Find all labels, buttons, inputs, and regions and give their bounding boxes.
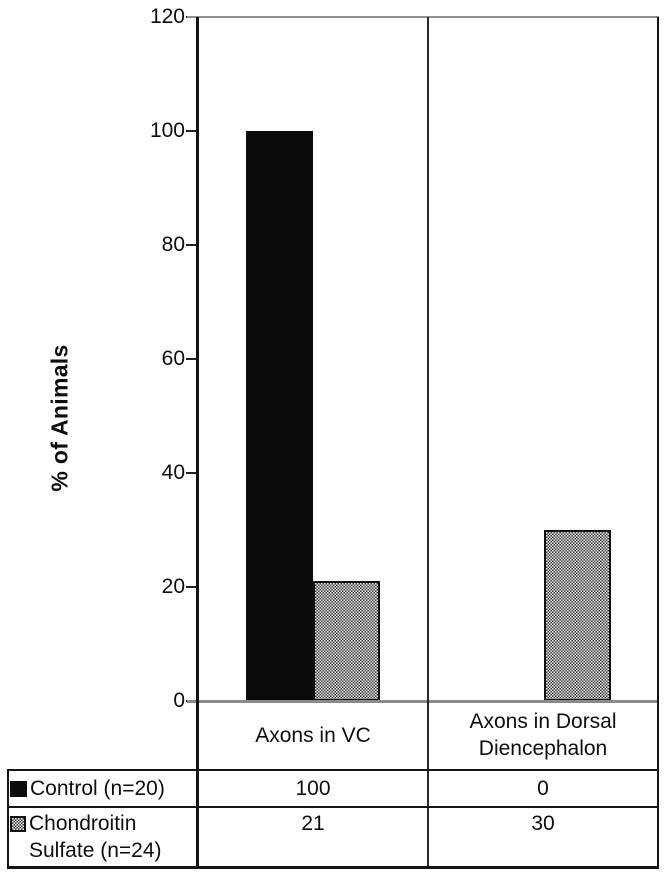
plot-right-border-line (657, 17, 659, 868)
category-label-axons-in-vc: Axons in VC (255, 723, 371, 747)
table-row-divider (7, 806, 659, 808)
y-tick-label-40: 40 (161, 461, 185, 484)
bar-chondroitin-sulfate-n-24-category-1 (544, 530, 611, 701)
plot-top-border-line (187, 16, 659, 18)
y-axis-line (196, 17, 199, 868)
legend-row-control: Control (n=20) (10, 771, 196, 806)
category-label-axons-in-dorsal-diencephalon: Axons in Dorsal Diencephalon (469, 710, 617, 760)
y-tick-mark-80 (186, 244, 198, 246)
y-tick-mark-20 (186, 586, 198, 588)
y-tick-label-100: 100 (149, 119, 185, 142)
category-divider-line (427, 17, 429, 868)
table-value-control-axons-in-vc: 100 (295, 777, 331, 800)
table-value-chondroitin-dorsal-diencephalon: 30 (531, 812, 555, 835)
legend-label-chondroitin-sulfate: Chondroitin Sulfate (n=24) (29, 812, 162, 862)
legend-label-control: Control (n=20) (30, 777, 165, 800)
chondroitin-series-swatch-icon (10, 816, 26, 832)
legend-row-chondroitin-sulfate: Chondroitin Sulfate (n=24) (10, 808, 196, 866)
control-series-swatch-icon (10, 780, 27, 797)
x-axis-baseline (187, 700, 659, 703)
y-tick-label-80: 80 (161, 233, 185, 256)
y-tick-mark-40 (186, 472, 198, 474)
table-left-border (7, 769, 9, 868)
table-value-control-dorsal-diencephalon: 0 (537, 777, 549, 800)
table-bottom-border (7, 866, 659, 869)
y-tick-mark-100 (186, 130, 198, 132)
bar-control-n-20-category-0 (246, 131, 313, 701)
table-value-chondroitin-axons-in-vc: 21 (301, 812, 325, 835)
y-tick-label-20: 20 (161, 575, 185, 598)
y-axis-title: % of Animals (46, 344, 73, 492)
y-tick-label-60: 60 (161, 347, 185, 370)
y-tick-mark-60 (186, 358, 198, 360)
table-top-border (7, 769, 659, 771)
bar-chondroitin-sulfate-n-24-category-0 (313, 581, 380, 701)
y-tick-label-0: 0 (173, 689, 185, 712)
y-tick-label-120: 120 (149, 5, 185, 28)
